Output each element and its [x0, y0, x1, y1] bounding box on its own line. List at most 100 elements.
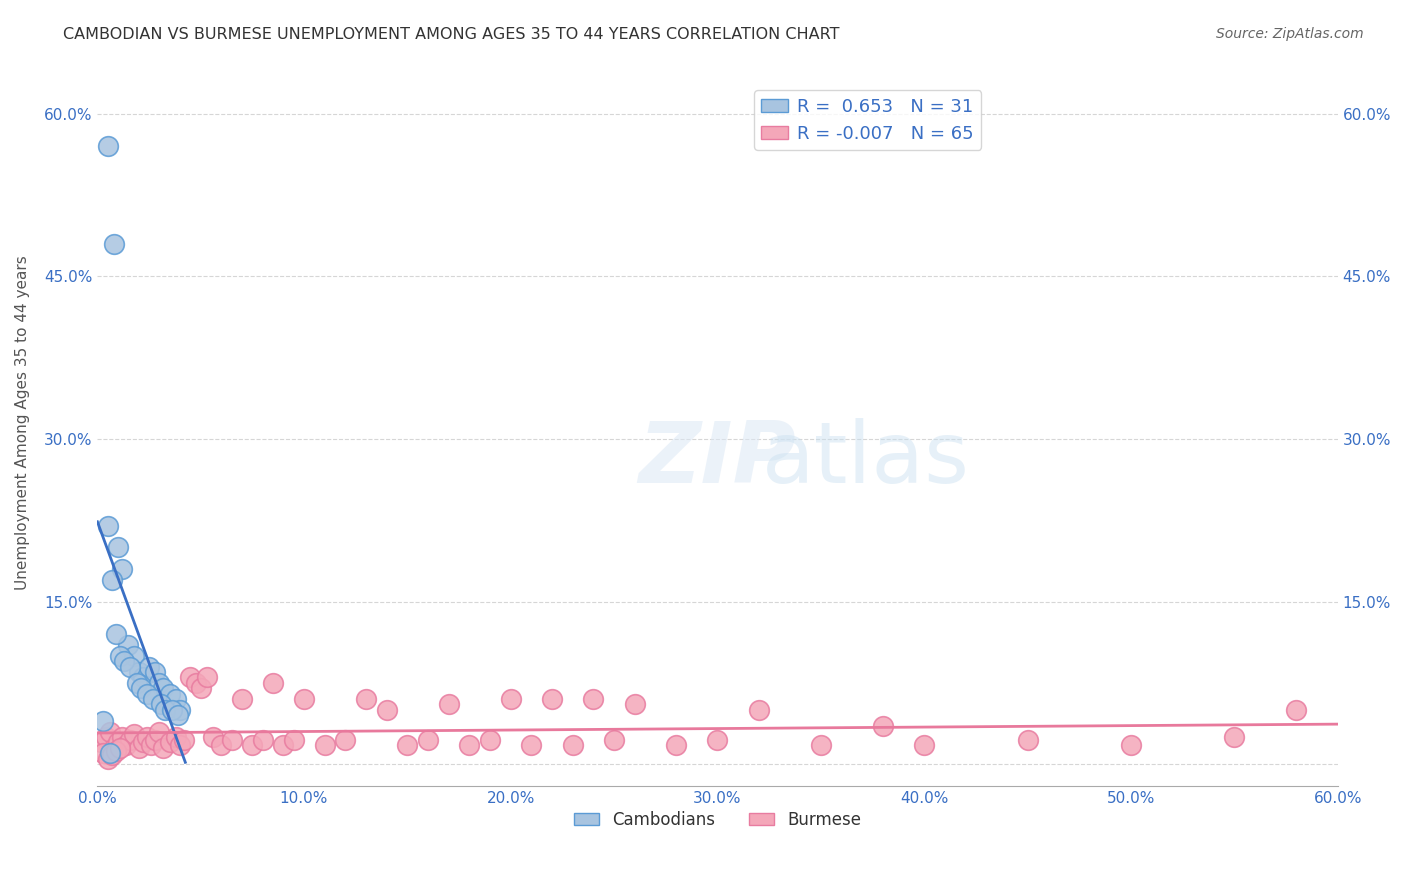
- Point: [375, 703, 398, 717]
- Point: [128, 665, 150, 679]
- Point: [437, 698, 460, 712]
- Point: [582, 692, 605, 706]
- Point: [132, 735, 155, 749]
- Text: CAMBODIAN VS BURMESE UNEMPLOYMENT AMONG AGES 35 TO 44 YEARS CORRELATION CHART: CAMBODIAN VS BURMESE UNEMPLOYMENT AMONG …: [63, 27, 839, 42]
- Point: [872, 719, 894, 733]
- Point: [103, 740, 125, 755]
- Point: [252, 733, 274, 747]
- Point: [129, 681, 152, 696]
- Point: [541, 692, 564, 706]
- Point: [231, 692, 253, 706]
- Point: [124, 648, 146, 663]
- Point: [665, 738, 688, 752]
- Point: [111, 730, 134, 744]
- Point: [90, 735, 112, 749]
- Point: [240, 738, 263, 752]
- Legend: Cambodians, Burmese: Cambodians, Burmese: [567, 805, 868, 836]
- Point: [115, 738, 138, 752]
- Point: [169, 703, 191, 717]
- Point: [150, 698, 173, 712]
- Point: [165, 730, 187, 744]
- Point: [1017, 733, 1039, 747]
- Point: [499, 692, 522, 706]
- Point: [148, 724, 170, 739]
- Point: [748, 703, 770, 717]
- Point: [94, 730, 117, 744]
- Point: [100, 573, 122, 587]
- Point: [112, 654, 135, 668]
- Text: ZIP: ZIP: [638, 417, 796, 500]
- Point: [186, 675, 208, 690]
- Point: [104, 627, 127, 641]
- Point: [458, 738, 481, 752]
- Y-axis label: Unemployment Among Ages 35 to 44 years: Unemployment Among Ages 35 to 44 years: [15, 255, 30, 591]
- Point: [167, 708, 190, 723]
- Point: [135, 687, 157, 701]
- Point: [520, 738, 543, 752]
- Point: [810, 738, 832, 752]
- Point: [561, 738, 583, 752]
- Point: [912, 738, 935, 752]
- Point: [160, 703, 183, 717]
- Point: [283, 733, 305, 747]
- Point: [292, 692, 315, 706]
- Point: [262, 675, 284, 690]
- Point: [479, 733, 502, 747]
- Point: [108, 740, 131, 755]
- Point: [132, 670, 155, 684]
- Point: [111, 562, 134, 576]
- Point: [152, 740, 174, 755]
- Point: [97, 752, 120, 766]
- Point: [202, 730, 225, 744]
- Point: [314, 738, 336, 752]
- Point: [100, 748, 122, 763]
- Point: [155, 703, 177, 717]
- Point: [179, 670, 201, 684]
- Point: [173, 733, 195, 747]
- Point: [107, 735, 129, 749]
- Point: [108, 648, 131, 663]
- Point: [159, 687, 181, 701]
- Point: [143, 733, 166, 747]
- Point: [354, 692, 377, 706]
- Point: [195, 670, 218, 684]
- Point: [143, 665, 166, 679]
- Point: [1223, 730, 1246, 744]
- Point: [98, 746, 121, 760]
- Point: [623, 698, 645, 712]
- Text: atlas: atlas: [762, 417, 970, 500]
- Point: [396, 738, 419, 752]
- Point: [139, 738, 162, 752]
- Point: [1119, 738, 1142, 752]
- Point: [107, 541, 129, 555]
- Point: [128, 740, 150, 755]
- Point: [159, 735, 181, 749]
- Point: [124, 727, 146, 741]
- Point: [142, 692, 165, 706]
- Point: [117, 638, 139, 652]
- Point: [209, 738, 232, 752]
- Point: [335, 733, 357, 747]
- Point: [93, 746, 115, 760]
- Point: [706, 733, 728, 747]
- Point: [221, 733, 243, 747]
- Point: [97, 139, 120, 153]
- Point: [93, 714, 115, 728]
- Point: [138, 659, 160, 673]
- Point: [165, 692, 187, 706]
- Point: [169, 738, 191, 752]
- Point: [148, 675, 170, 690]
- Text: Source: ZipAtlas.com: Source: ZipAtlas.com: [1216, 27, 1364, 41]
- Point: [120, 733, 142, 747]
- Point: [271, 738, 294, 752]
- Point: [603, 733, 626, 747]
- Point: [125, 675, 148, 690]
- Point: [190, 681, 212, 696]
- Point: [416, 733, 439, 747]
- Point: [152, 681, 174, 696]
- Point: [135, 730, 157, 744]
- Point: [98, 724, 121, 739]
- Point: [1285, 703, 1308, 717]
- Point: [120, 659, 142, 673]
- Point: [97, 518, 120, 533]
